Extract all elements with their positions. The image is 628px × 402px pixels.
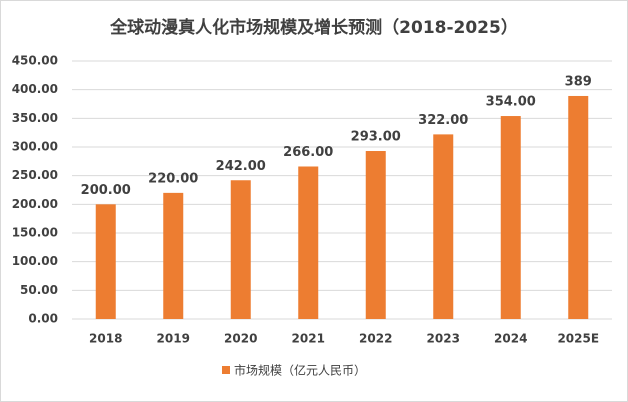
legend-swatch — [222, 366, 230, 374]
bar — [298, 166, 319, 319]
y-tick-label: 250.00 — [12, 168, 58, 182]
data-label: 322.00 — [418, 113, 468, 128]
y-tick-label: 200.00 — [12, 197, 58, 211]
data-label: 354.00 — [486, 95, 536, 110]
bar — [230, 180, 251, 319]
x-tick-label: 2021 — [292, 332, 325, 346]
bar — [568, 95, 589, 320]
data-label: 293.00 — [351, 130, 401, 145]
bar — [163, 192, 184, 319]
y-tick-label: 150.00 — [12, 226, 58, 240]
data-label: 389 — [565, 74, 592, 89]
y-tick-label: 50.00 — [20, 283, 58, 297]
y-tick-label: 450.00 — [12, 54, 58, 68]
data-label: 242.00 — [216, 159, 266, 174]
legend-label: 市场规模（亿元人民币） — [234, 363, 366, 378]
y-tick-label: 350.00 — [12, 111, 58, 125]
x-tick-label: 2022 — [359, 332, 392, 346]
bar — [500, 116, 521, 319]
data-label: 200.00 — [81, 183, 131, 198]
chart-title: 全球动漫真人化市场规模及增长预测（2018-2025） — [109, 17, 518, 38]
x-tick-label: 2020 — [224, 332, 257, 346]
x-tick-label: 2025E — [557, 332, 599, 346]
data-label: 220.00 — [148, 171, 198, 186]
y-tick-label: 100.00 — [12, 254, 58, 268]
x-tick-label: 2018 — [89, 332, 122, 346]
bar — [95, 204, 116, 319]
y-tick-label: 400.00 — [12, 82, 58, 96]
bar — [433, 134, 454, 319]
x-tick-label: 2023 — [427, 332, 460, 346]
y-tick-label: 300.00 — [12, 140, 58, 154]
x-tick-label: 2019 — [157, 332, 190, 346]
data-label: 266.00 — [283, 145, 333, 160]
x-tick-label: 2024 — [494, 332, 527, 346]
bar — [365, 151, 386, 319]
y-tick-label: 0.00 — [28, 312, 58, 326]
